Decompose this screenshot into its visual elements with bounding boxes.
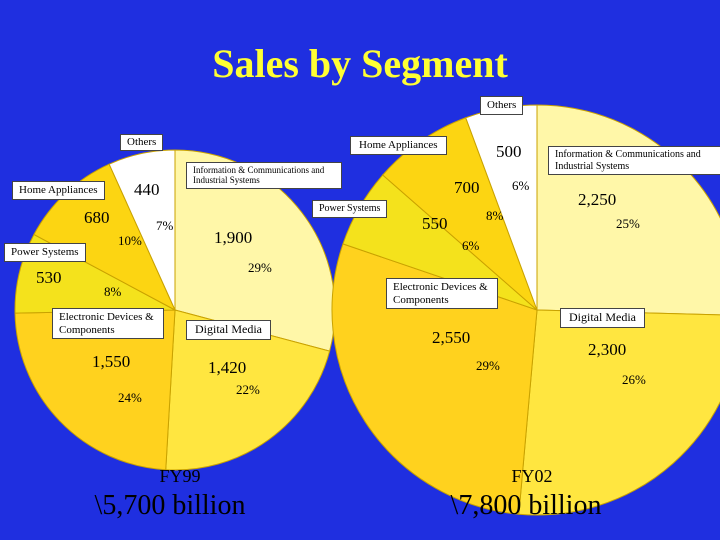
fy02-label-digital-media: Digital Media [560, 308, 645, 328]
fy99-value-info-comm: 1,900 [214, 228, 253, 247]
fy02-percent-electronic-devices: 29% [476, 358, 500, 373]
fy02-percent-power-systems: 6% [462, 238, 480, 253]
fy02-value-digital-media: 2,300 [588, 340, 627, 359]
fy02-value-home-appliances: 700 [454, 178, 480, 197]
fy99-label-others: Others [120, 134, 164, 151]
fy99-percent-others: 7% [156, 218, 174, 233]
fy99-value-electronic-devices: 1,550 [92, 352, 131, 371]
fy99-period-label: FY99 [159, 466, 201, 486]
fy99-percent-electronic-devices: 24% [118, 390, 142, 405]
fy99-label-power-systems: Power Systems [4, 243, 86, 262]
fy02-label-home-appliances: Home Appliances [350, 136, 447, 155]
fy99-value-others: 440 [134, 180, 160, 199]
fy02-slice-info-comm [536, 104, 720, 316]
fy02-value-electronic-devices: 2,550 [432, 328, 471, 347]
fy99-label-info-comm: Information & Communications and Industr… [186, 162, 342, 189]
fy99-slice-others [108, 149, 176, 311]
fy99-label-digital-media: Digital Media [186, 320, 271, 340]
fy99-percent-info-comm: 29% [248, 260, 272, 275]
fy99-slice-electronic-devices [14, 309, 176, 471]
fy02-value-power-systems: 550 [422, 214, 448, 233]
fy02-label-others: Others [480, 96, 524, 115]
page-title: Sales by Segment [212, 41, 508, 86]
fy02-percent-home-appliances: 8% [486, 208, 504, 223]
fy99-percent-home-appliances: 10% [118, 233, 142, 248]
fy99-total-label: \5,700 billion [94, 490, 246, 521]
fy02-slice-digital-media [518, 309, 720, 516]
fy99-percent-power-systems: 8% [104, 284, 122, 299]
fy02-percent-info-comm: 25% [616, 216, 640, 231]
fy02-percent-digital-media: 26% [622, 372, 646, 387]
fy99-pie [14, 149, 336, 471]
fy99-value-power-systems: 530 [36, 268, 62, 287]
fy02-pie [331, 104, 720, 516]
fy99-label-home-appliances: Home Appliances [12, 181, 105, 200]
fy99-value-digital-media: 1,420 [208, 358, 247, 377]
fy02-slice-electronic-devices [331, 243, 538, 515]
fy99-value-home-appliances: 680 [84, 208, 110, 227]
fy02-label-info-comm: Information & Communications and Industr… [548, 146, 720, 175]
fy02-percent-others: 6% [512, 178, 530, 193]
fy02-total-label: \7,800 billion [450, 490, 602, 521]
fy02-label-electronic-devices: Electronic Devices & Components [386, 278, 498, 310]
fy02-value-others: 500 [496, 142, 522, 161]
fy99-label-electronic-devices: Electronic Devices & Components [52, 308, 164, 340]
fy02-value-info-comm: 2,250 [578, 190, 617, 209]
fy99-percent-digital-media: 22% [236, 382, 260, 397]
fy02-label-power-systems: Power Systems [312, 200, 388, 218]
fy02-period-label: FY02 [511, 466, 553, 486]
fy99-slice-digital-media [165, 309, 331, 471]
